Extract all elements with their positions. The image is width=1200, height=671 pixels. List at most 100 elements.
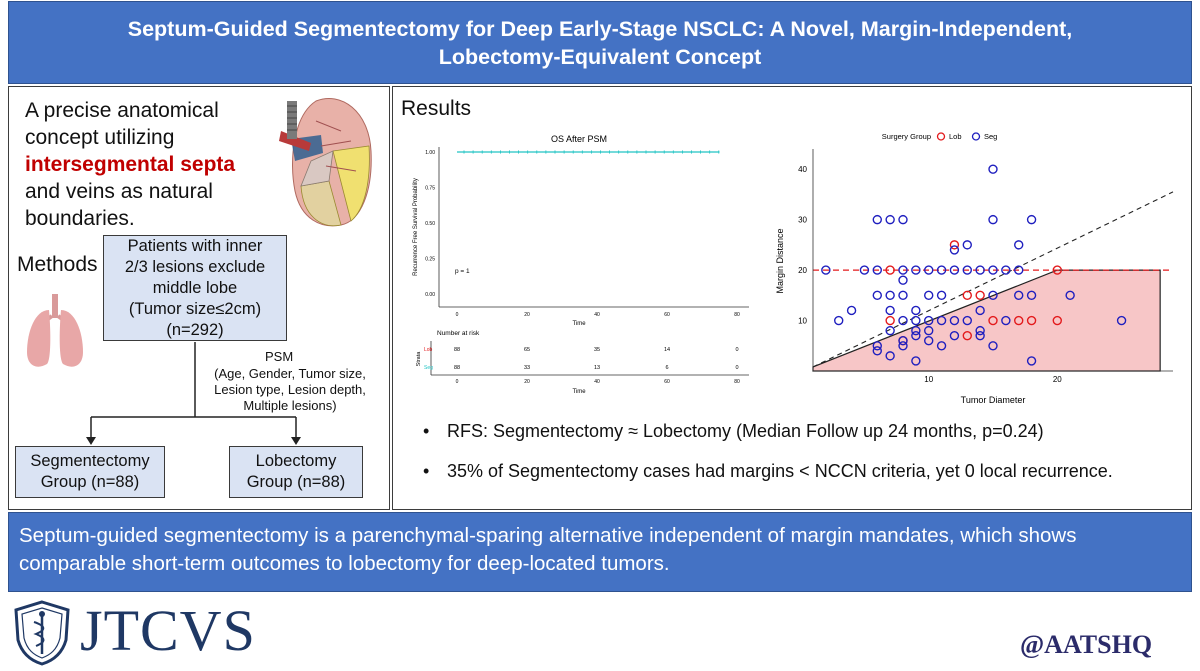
scatter-y-tick-label: 10 <box>798 317 807 326</box>
risk-table-cell: 88 <box>454 365 460 371</box>
scatter-point-seg <box>885 325 895 336</box>
risk-table-cell: 0 <box>735 365 738 371</box>
scatter-point-seg <box>1116 315 1127 326</box>
scatter-point-seg <box>924 265 934 275</box>
scatter-point-lob <box>1052 265 1062 275</box>
risk-x-tick-label: 60 <box>664 379 670 385</box>
scatter-point-seg <box>898 315 908 326</box>
intro-line-4: and veins as natural <box>25 180 213 203</box>
risk-table-cell: 33 <box>524 365 530 371</box>
scatter-point-seg <box>1026 214 1037 225</box>
intro-line-1: A precise anatomical <box>25 99 219 122</box>
jtcvs-logo-text: JTCVS <box>80 598 256 663</box>
scatter-point-seg <box>898 336 908 346</box>
scatter-point-seg <box>1014 240 1024 250</box>
scatter-point-seg <box>885 351 895 361</box>
conclusion-banner: Septum-guided segmentectomy is a parench… <box>8 512 1192 592</box>
scatter-point-seg <box>911 265 921 275</box>
risk-table-cell: 14 <box>664 347 670 353</box>
km-x-tick-label: 20 <box>524 312 530 318</box>
scatter-point-seg <box>898 341 908 351</box>
km-title: OS After PSM <box>551 134 607 144</box>
title-banner: Septum-Guided Segmentectomy for Deep Ear… <box>8 1 1192 84</box>
km-y-tick-label: 0.00 <box>425 292 435 298</box>
title-line-2: Lobectomy-Equivalent Concept <box>438 44 762 69</box>
legend-seg-label: Seg <box>984 132 997 141</box>
scatter-point-seg <box>988 265 998 275</box>
results-label: Results <box>401 97 472 120</box>
scatter-point-seg <box>834 315 844 326</box>
scatter-point-seg <box>988 341 998 351</box>
scatter-point-seg <box>949 315 960 326</box>
scatter-point-seg <box>872 290 882 301</box>
scatter-ylabel: Margin Distance <box>775 228 785 293</box>
km-x-tick-label: 0 <box>456 312 459 318</box>
segmentectomy-group-box: Segmentectomy Group (n=88) <box>15 446 165 498</box>
intro-line-2: concept utilizing <box>25 126 175 149</box>
scatter-point-lob <box>988 315 998 326</box>
scatter-point-lob <box>962 330 972 341</box>
scatter-xlabel: Tumor Diameter <box>961 395 1026 405</box>
scatter-point-seg <box>911 315 921 326</box>
psm-details: (Age, Gender, Tumor size, Lesion type, L… <box>195 366 385 414</box>
bullet-text: 35% of Segmentectomy cases had margins <… <box>447 461 1113 481</box>
scatter-y-tick-label: 30 <box>798 216 807 225</box>
methods-label: Methods <box>17 253 98 276</box>
scatter-point-seg <box>872 346 882 356</box>
km-x-tick-label: 60 <box>664 312 670 318</box>
scatter-point-seg <box>988 164 998 174</box>
scatter-point-seg <box>1026 290 1037 301</box>
scatter-point-seg <box>1065 290 1075 301</box>
scatter-point-seg <box>949 245 960 255</box>
scatter-point-seg <box>1001 315 1011 326</box>
psm-detail-line: Multiple lesions) <box>243 398 337 413</box>
scatter-point-seg <box>924 315 934 326</box>
legend-lob-label: Lob <box>949 132 962 141</box>
km-x-tick-label: 40 <box>594 312 600 318</box>
scatter-point-seg <box>962 265 972 275</box>
risk-table-ylabel: Strata <box>416 351 422 367</box>
scatter-point-seg <box>936 290 947 301</box>
legend-title: Surgery Group <box>882 132 931 141</box>
scatter-point-seg <box>872 214 882 225</box>
scatter-point-seg <box>885 290 895 301</box>
legend-lob-marker <box>936 132 946 141</box>
lung-anatomy-illustration <box>279 97 372 227</box>
social-handle: @AATSHQ <box>1020 630 1153 659</box>
km-y-tick-label: 1.00 <box>425 150 435 156</box>
fitted-trend-line <box>812 191 1174 368</box>
risk-table-cell: 88 <box>454 347 460 353</box>
seg-box-line: Group (n=88) <box>40 473 140 491</box>
scatter-x-tick-label: 20 <box>1053 375 1062 384</box>
scatter-point-seg <box>885 214 895 225</box>
scatter-point-seg <box>872 265 882 275</box>
left-panel: A precise anatomical concept utilizing i… <box>8 86 390 510</box>
risk-row-label-seg: Seg <box>424 365 433 371</box>
scatter-point-seg <box>1026 356 1037 366</box>
scatter-point-seg <box>936 341 947 351</box>
risk-table-cell: 0 <box>735 347 738 353</box>
margin-scatter-chart: Surgery Group Lob Seg 10 20 30 40 10 20 Tumo… <box>775 132 1174 405</box>
scatter-point-lob <box>1014 315 1024 326</box>
km-y-tick-label: 0.50 <box>425 221 435 227</box>
scatter-point-seg <box>975 325 985 336</box>
bullet-dot: • <box>423 461 430 481</box>
scatter-point-seg <box>911 356 921 366</box>
scatter-point-lob <box>975 290 985 301</box>
scatter-point-seg <box>898 265 908 275</box>
lob-box-line: Lobectomy <box>255 452 337 470</box>
scatter-point-seg <box>911 325 921 336</box>
intro-line-5: boundaries. <box>25 207 135 230</box>
scatter-point-seg <box>936 265 947 275</box>
scatter-point-seg <box>859 265 870 275</box>
psm-detail-line: (Age, Gender, Tumor size, <box>214 366 366 381</box>
scatter-point-seg <box>975 265 985 275</box>
km-xlabel: Time <box>572 321 586 327</box>
lob-box-line: Group (n=88) <box>246 473 346 491</box>
km-annotation: p = 1 <box>455 268 470 275</box>
scatter-point-lob <box>885 315 895 326</box>
scatter-point-seg <box>1001 265 1011 275</box>
lobectomy-group-box: Lobectomy Group (n=88) <box>229 446 363 498</box>
scatter-x-tick-label: 10 <box>924 375 933 384</box>
scatter-point-seg <box>924 336 934 346</box>
